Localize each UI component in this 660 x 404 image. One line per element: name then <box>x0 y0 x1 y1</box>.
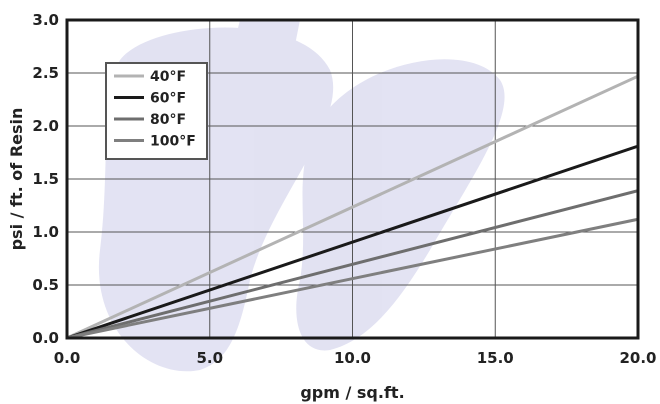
y-axis-label: psi / ft. of Resin <box>7 108 26 251</box>
x-tick-label: 10.0 <box>334 349 371 367</box>
x-tick-labels: 0.0 5.0 10.0 15.0 20.0 <box>54 349 657 367</box>
x-tick-label: 15.0 <box>477 349 514 367</box>
x-tick-label: 0.0 <box>54 349 81 367</box>
legend: 40°F 60°F 80°F 100°F <box>105 62 208 160</box>
x-tick-label: 20.0 <box>619 349 656 367</box>
legend-label: 80°F <box>150 112 186 128</box>
legend-box <box>105 62 208 160</box>
series-layer <box>66 74 639 340</box>
series-line <box>66 189 639 340</box>
series-line <box>66 217 639 340</box>
y-tick-label: 1.0 <box>32 223 59 241</box>
y-tick-label: 3.0 <box>32 11 59 29</box>
y-tick-label: 2.0 <box>32 117 59 135</box>
legend-label: 100°F <box>150 134 196 150</box>
y-tick-label: 0.5 <box>32 276 59 294</box>
series-line <box>66 144 639 340</box>
x-tick-label: 5.0 <box>196 349 223 367</box>
y-tick-label: 1.5 <box>32 170 59 188</box>
x-axis-label: gpm / sq.ft. <box>300 383 404 402</box>
y-tick-labels: 0.0 0.5 1.0 1.5 2.0 2.5 3.0 <box>32 11 59 347</box>
series-line <box>66 74 639 340</box>
y-tick-label: 2.5 <box>32 64 59 82</box>
y-tick-label: 0.0 <box>32 329 59 347</box>
legend-label: 60°F <box>150 91 186 107</box>
legend-label: 40°F <box>150 69 186 85</box>
plot-frame <box>65 18 640 340</box>
